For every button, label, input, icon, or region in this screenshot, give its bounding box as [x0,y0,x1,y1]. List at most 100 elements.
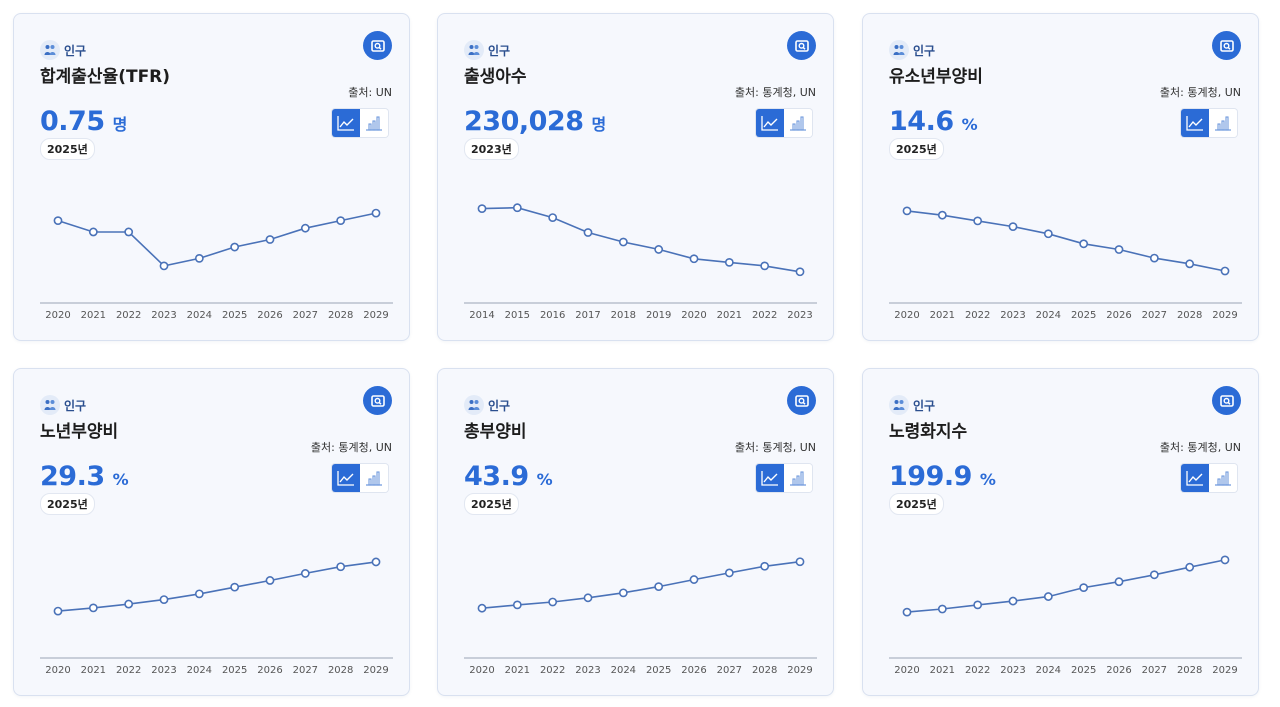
data-point[interactable] [477,204,487,214]
data-point[interactable] [1008,596,1018,606]
data-point[interactable] [1043,592,1053,601]
bar-chart-button[interactable] [1209,109,1237,137]
data-point[interactable] [1079,239,1089,249]
x-tick-label: 2020 [894,310,919,321]
data-point[interactable] [1114,245,1124,254]
zoom-button[interactable] [363,386,392,415]
data-point[interactable] [973,216,983,226]
bar-chart-button[interactable] [360,109,388,137]
data-point[interactable] [371,208,381,218]
indicator-card-aging-index: 인구 노령화지수 출처: 통계청, UN 199.9 % 2025년 2020 2… [862,368,1259,696]
data-point[interactable] [1149,570,1159,580]
data-point[interactable] [618,237,628,247]
data-point[interactable] [194,589,204,599]
data-point[interactable] [230,242,240,252]
data-point[interactable] [689,254,699,264]
data-point[interactable] [654,245,664,254]
bar-chart-button[interactable] [360,464,388,492]
data-point[interactable] [583,228,593,237]
line-chart-button[interactable] [756,109,784,137]
data-point[interactable] [371,557,381,567]
data-point[interactable] [1114,577,1124,587]
data-point[interactable] [548,597,558,607]
data-point[interactable] [724,568,734,578]
x-tick-label: 2024 [1036,310,1061,321]
x-tick-label: 2024 [1036,665,1061,676]
data-point[interactable] [654,582,664,592]
data-point[interactable] [159,261,169,271]
people-icon [464,395,484,415]
line-chart-button[interactable] [1181,109,1209,137]
data-point[interactable] [795,557,805,567]
x-tick-label: 2018 [611,310,636,321]
zoom-button[interactable] [787,386,816,415]
zoom-button[interactable] [787,31,816,60]
data-point[interactable] [760,561,770,571]
data-point[interactable] [1220,555,1230,565]
x-tick-label: 2021 [930,665,955,676]
data-point[interactable] [618,588,628,598]
data-point[interactable] [194,253,204,263]
x-tick-label: 2020 [45,665,70,676]
bar-chart-icon [1215,471,1231,486]
data-point[interactable] [1149,253,1159,263]
data-point[interactable] [1185,259,1195,269]
data-point[interactable] [1220,266,1230,276]
data-point[interactable] [265,576,275,585]
data-point[interactable] [88,603,98,613]
data-point[interactable] [1008,222,1018,232]
data-point[interactable] [53,606,63,616]
bar-chart-button[interactable] [1209,464,1237,492]
data-point[interactable] [973,600,983,610]
data-point[interactable] [1079,583,1089,593]
x-tick-label: 2024 [187,310,212,321]
data-point[interactable] [937,604,947,614]
data-point[interactable] [1043,229,1053,239]
x-tick-label: 2024 [187,665,212,676]
data-point[interactable] [336,216,346,226]
zoom-button[interactable] [1212,31,1241,60]
data-point[interactable] [689,575,699,584]
data-point[interactable] [760,261,770,271]
data-point[interactable] [477,603,487,613]
line-chart: 2014 2015 2016 2017 2018 2019 2020 2021 2022 2023 [464,203,817,321]
zoom-button[interactable] [1212,386,1241,415]
data-point[interactable] [512,600,522,610]
magnify-icon [1219,39,1234,52]
data-point[interactable] [230,582,240,592]
data-point[interactable] [902,607,912,617]
bar-chart-button[interactable] [784,109,812,137]
x-tick-label: 2025 [222,310,247,321]
x-tick-label: 2028 [1177,310,1202,321]
data-point[interactable] [88,227,98,237]
line-chart-button[interactable] [756,464,784,492]
category-label: 인구 [488,43,511,58]
line-chart-icon [761,116,778,131]
bar-chart-button[interactable] [784,464,812,492]
data-point[interactable] [336,562,346,572]
x-tick-label: 2027 [717,665,742,676]
data-point[interactable] [1185,562,1195,572]
data-point[interactable] [300,569,310,578]
data-point[interactable] [902,206,912,216]
data-point[interactable] [159,595,169,605]
line-chart: 2020 2021 2022 2023 2024 2025 2026 2027 2028 2029 [40,557,393,676]
data-point[interactable] [124,227,134,237]
data-point[interactable] [583,593,593,603]
data-point[interactable] [724,257,734,267]
data-point[interactable] [795,267,805,277]
line-chart-button[interactable] [332,464,360,492]
zoom-button[interactable] [363,31,392,60]
data-point[interactable] [512,203,522,213]
x-tick-label: 2021 [81,310,106,321]
data-point[interactable] [124,599,134,609]
data-point[interactable] [53,216,63,226]
data-point[interactable] [548,213,558,222]
data-point[interactable] [300,223,310,233]
line-chart-button[interactable] [332,109,360,137]
value-row: 29.3 % [40,461,129,492]
data-point[interactable] [265,235,275,244]
line-chart-button[interactable] [1181,464,1209,492]
data-point[interactable] [937,210,947,220]
